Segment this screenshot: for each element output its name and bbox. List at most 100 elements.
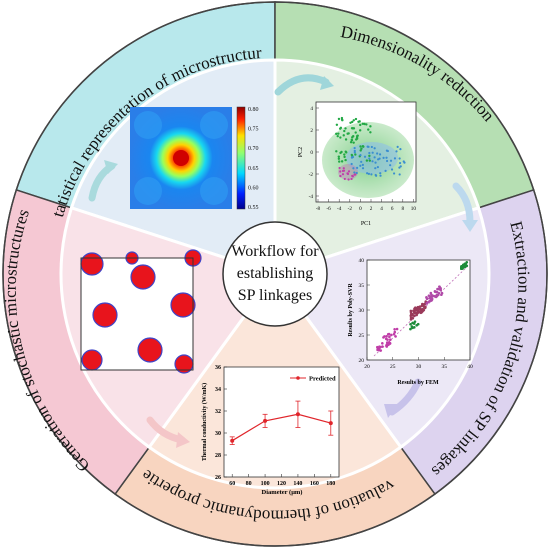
thermal-conductivity-chart: 60 80 100 120 140 160 180 26 28 30 32 34 36 Predicte… — [201, 365, 340, 496]
particle — [80, 252, 104, 276]
pca-point-blue — [402, 160, 405, 163]
colorbar-ticks: 0.80 0.75 0.70 0.65 0.60 0.55 — [248, 107, 259, 211]
validation-ytick-label: 25 — [359, 333, 365, 339]
tc-series — [229, 400, 334, 445]
validation-point — [415, 313, 418, 317]
pca-point-blue — [386, 149, 390, 153]
pca-point-blue — [371, 160, 374, 163]
pca-point-blue — [359, 154, 362, 157]
pca-xtick-label: 0 — [359, 206, 362, 212]
pca-point-green — [361, 144, 365, 148]
pca-point-magenta — [351, 175, 354, 178]
validation-point — [425, 297, 429, 301]
pca-point-green — [343, 153, 346, 156]
pca-point-blue — [389, 159, 393, 162]
heatmap-blob — [134, 111, 162, 139]
tc-data-point — [328, 421, 333, 426]
tc-ytick-label: 30 — [215, 431, 221, 437]
tc-xtick-label: 60 — [229, 481, 235, 487]
pca-axes: -8 -6 -4 -2 0 2 4 6 8 10 -4 -2 0 2 4 — [309, 106, 417, 212]
pca-xtick-label: 2 — [370, 206, 373, 212]
heatmap-blob — [134, 177, 162, 205]
legend-label: Predicted — [309, 376, 336, 383]
validation-point — [413, 311, 416, 315]
colorbar-tick-label: 0.60 — [248, 185, 259, 191]
pca-point-green — [336, 134, 339, 138]
tc-axes: 60 80 100 120 140 160 180 26 28 30 32 34 36 — [215, 365, 335, 487]
pca-point-magenta — [342, 169, 346, 172]
validation-point — [440, 291, 444, 295]
pca-point-green — [344, 150, 347, 153]
ring-sectors — [2, 1, 548, 547]
pca-point-blue — [370, 173, 373, 176]
pca-point-blue — [398, 161, 402, 165]
pca-point-blue — [385, 156, 388, 159]
pca-ytick-label: -4 — [309, 194, 314, 200]
tc-xtick-label: 120 — [277, 481, 286, 487]
pca-point-green — [343, 155, 346, 159]
pca-point-magenta — [338, 166, 341, 170]
colorbar-tick-label: 0.55 — [248, 205, 259, 211]
pca-cluster-region — [346, 142, 398, 174]
colorbar-tick-label: 0.80 — [248, 107, 259, 113]
particle — [170, 292, 196, 318]
validation-point — [409, 318, 413, 321]
pca-ytick-label: 2 — [310, 128, 313, 134]
tc-xtick-label: 180 — [326, 481, 335, 487]
pca-point-magenta — [339, 170, 342, 173]
tc-xlabel: Diameter (μm) — [262, 489, 303, 496]
pca-point-blue — [368, 157, 371, 160]
validation-point — [464, 264, 467, 267]
pca-point-blue — [353, 146, 356, 150]
pca-point-blue — [361, 167, 365, 170]
validation-ytick-label: 35 — [359, 283, 365, 289]
pca-point-blue — [370, 145, 373, 149]
validation-point — [395, 327, 399, 331]
tc-xtick-label: 100 — [261, 481, 270, 487]
pca-point-green — [335, 150, 338, 153]
heatmap-blob — [200, 111, 228, 139]
pca-point-blue — [392, 172, 396, 175]
pca-point-blue — [359, 164, 362, 167]
validation-point — [413, 320, 417, 323]
validation-point — [411, 321, 414, 325]
pca-point-blue — [398, 157, 401, 160]
legend-marker — [296, 376, 300, 380]
pca-point-blue — [353, 171, 356, 174]
pca-point-green — [339, 151, 342, 155]
pca-point-blue — [379, 172, 382, 175]
particle — [81, 349, 103, 371]
validation-xtick-label: 20 — [364, 364, 370, 370]
tc-ytick-label: 28 — [215, 453, 221, 459]
pca-point-blue — [355, 171, 358, 175]
validation-point — [414, 306, 417, 309]
validation-point — [433, 290, 437, 294]
tc-xtick-label: 160 — [310, 481, 319, 487]
pca-point-blue — [398, 173, 401, 176]
pca-point-blue — [375, 174, 378, 177]
pca-point-blue — [398, 166, 401, 169]
validation-point — [425, 302, 429, 305]
validation-point — [421, 302, 424, 306]
pca-point-green — [367, 128, 370, 131]
pca-xtick-label: 10 — [411, 206, 417, 212]
arrow-ext-to-eval — [388, 378, 422, 416]
pca-point-green — [340, 160, 344, 163]
pca-xtick-label: 4 — [380, 206, 383, 212]
validation-point — [423, 303, 426, 306]
pca-point-blue — [366, 172, 369, 175]
pca-xtick-label: -8 — [316, 206, 321, 212]
particle — [137, 337, 163, 363]
pca-point-green — [337, 117, 341, 121]
pca-point-green — [342, 134, 345, 137]
pca-point-green — [357, 120, 360, 123]
pca-point-green — [355, 137, 359, 140]
pca-point-blue — [373, 147, 376, 150]
validation-point — [422, 308, 426, 312]
validation-point — [388, 335, 391, 339]
validation-point — [392, 332, 396, 336]
validation-panel: 20 25 30 35 40 20 25 30 35 40 Results by FEM Resu… — [348, 258, 473, 386]
pca-point-green — [344, 138, 348, 141]
validation-point — [411, 326, 414, 330]
